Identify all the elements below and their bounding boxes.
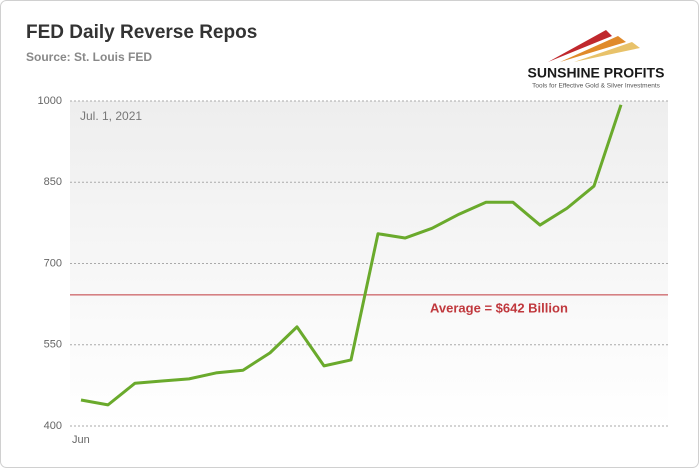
chart-title: FED Daily Reverse Repos (26, 22, 257, 43)
average-label: Average = $642 Billion (430, 300, 568, 315)
brand: SUNSHINE PROFITS (528, 65, 665, 81)
x-tick-label: Jun (72, 434, 90, 446)
y-tick-label: 850 (44, 176, 62, 188)
chart-subtitle: Source: St. Louis FED (26, 50, 152, 64)
y-tick-label: 400 (44, 420, 62, 432)
tagline: Tools for Effective Gold & Silver Invest… (532, 83, 661, 90)
data-line (80, 104, 623, 407)
y-tick-label: 1000 (38, 95, 62, 107)
annotation: Jul. 1, 2021 (80, 109, 142, 123)
y-tick-label: 550 (44, 339, 62, 351)
plot-area (70, 101, 668, 426)
y-tick-label: 700 (44, 257, 62, 269)
logo: SUNSHINE PROFITS Tools for Effective Gol… (528, 30, 665, 90)
